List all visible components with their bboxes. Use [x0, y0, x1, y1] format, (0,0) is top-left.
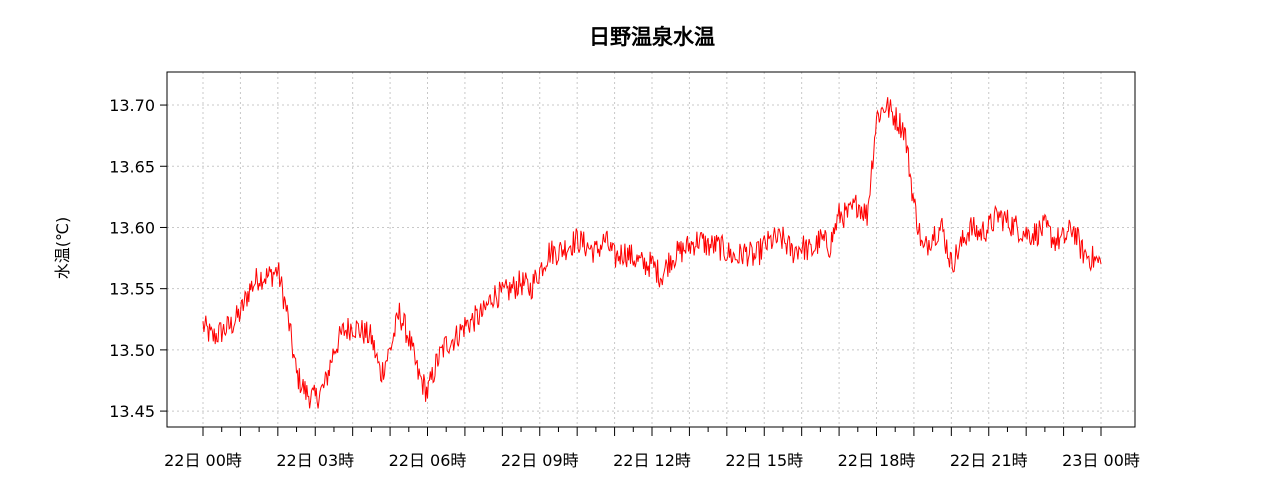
y-tick-label: 13.55	[109, 280, 155, 299]
x-tick-label: 22日 15時	[725, 451, 803, 470]
x-tick-label: 22日 12時	[613, 451, 691, 470]
y-tick-label: 13.70	[109, 96, 155, 115]
x-tick-label: 22日 18時	[838, 451, 916, 470]
chart-title: 日野温泉水温	[589, 25, 715, 49]
x-tick-label: 22日 21時	[950, 451, 1028, 470]
y-tick-label: 13.50	[109, 341, 155, 360]
y-tick-label: 13.60	[109, 218, 155, 237]
x-tick-label: 23日 00時	[1062, 451, 1140, 470]
y-tick-label: 13.65	[109, 157, 155, 176]
x-tick-label: 22日 06時	[389, 451, 467, 470]
data-layer	[202, 97, 1102, 409]
x-tick-label: 22日 00時	[164, 451, 242, 470]
grid-layer	[167, 72, 1135, 427]
x-tick-label: 22日 09時	[501, 451, 579, 470]
y-axis-label: 水温(℃)	[53, 217, 72, 279]
axis-layer: 22日 00時 22日 03時 22日 06時 22日 09時 22日 12時 22日 1…	[109, 96, 1140, 470]
plot-frame	[166, 71, 1136, 428]
y-tick-label: 13.45	[109, 402, 155, 421]
water-temp-series-line	[202, 97, 1102, 409]
x-tick-label: 22日 03時	[276, 451, 354, 470]
